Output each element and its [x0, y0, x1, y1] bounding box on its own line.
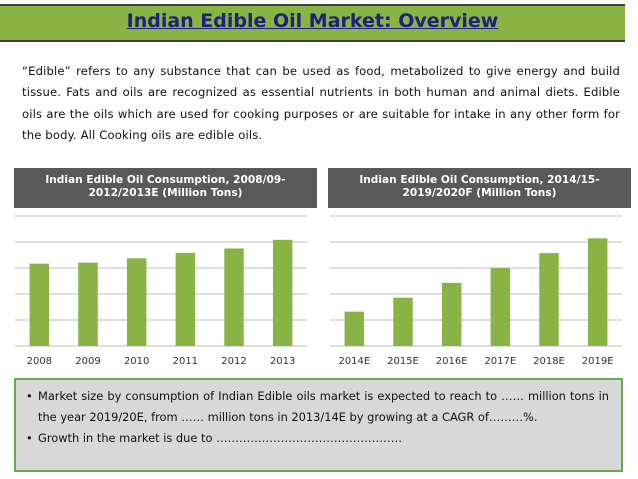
intro-paragraph: “Edible” refers to any substance that ca… [22, 64, 620, 143]
chart-title-left: Indian Edible Oil Consumption, 2008/09-2… [14, 168, 317, 208]
summary-bullet: • Growth in the market is due to …………………… [26, 428, 609, 449]
chart-right-x-tick-label: 2014E [338, 356, 370, 367]
chart-left-x-tick-label: 2008 [27, 356, 52, 367]
chart-right-x-tick-label: 2019E [582, 356, 614, 367]
chart-right-x-tick-label: 2016E [436, 356, 468, 367]
summary-box: • Market size by consumption of Indian E… [14, 378, 623, 472]
chart-right: 2014E 2015E 2016E 2017E 2018E 2019E [326, 210, 626, 372]
chart-left-bar [29, 263, 50, 346]
chart-left-x-tick-label: 2011 [173, 356, 198, 367]
chart-left-x-tick-label: 2012 [221, 356, 246, 367]
chart-left-bar [78, 262, 98, 346]
chart-left-svg: 2008 2009 2010 2011 2012 2013 [15, 215, 307, 367]
summary-bullet-text: Growth in the market is due to ………………………… [38, 431, 402, 445]
chart-right-x-tick-label: 2018E [533, 356, 565, 367]
chart-right-x-tick-label: 2017E [484, 356, 516, 367]
chart-left: 2008 2009 2010 2011 2012 2013 [11, 210, 311, 372]
chart-title-right: Indian Edible Oil Consumption, 2014/15-2… [328, 168, 631, 208]
summary-bullet: • Market size by consumption of Indian E… [26, 386, 609, 428]
chart-left-bar [126, 258, 147, 346]
chart-left-bar [272, 239, 293, 346]
page-title: Indian Edible Oil Market: Overview [126, 10, 499, 32]
chart-right-bar [539, 253, 559, 346]
chart-right-bar [393, 297, 413, 346]
chart-left-bar [224, 248, 244, 346]
chart-left-bar [175, 252, 196, 346]
chart-right-bar [587, 238, 608, 346]
chart-left-x-tick-label: 2010 [124, 356, 149, 367]
summary-bullet-text: Market size by consumption of Indian Edi… [38, 389, 609, 424]
bullet-dot: • [26, 431, 33, 445]
chart-right-bar [344, 311, 365, 346]
chart-right-bar [490, 268, 511, 346]
chart-left-x-tick-label: 2009 [75, 356, 100, 367]
chart-right-bar [441, 282, 462, 346]
summary-list: • Market size by consumption of Indian E… [16, 380, 621, 449]
bullet-dot: • [26, 389, 33, 403]
title-banner: Indian Edible Oil Market: Overview [0, 4, 625, 42]
chart-left-x-tick-label: 2013 [270, 356, 295, 367]
chart-right-svg: 2014E 2015E 2016E 2017E 2018E 2019E [330, 215, 622, 367]
chart-right-x-tick-label: 2015E [387, 356, 419, 367]
